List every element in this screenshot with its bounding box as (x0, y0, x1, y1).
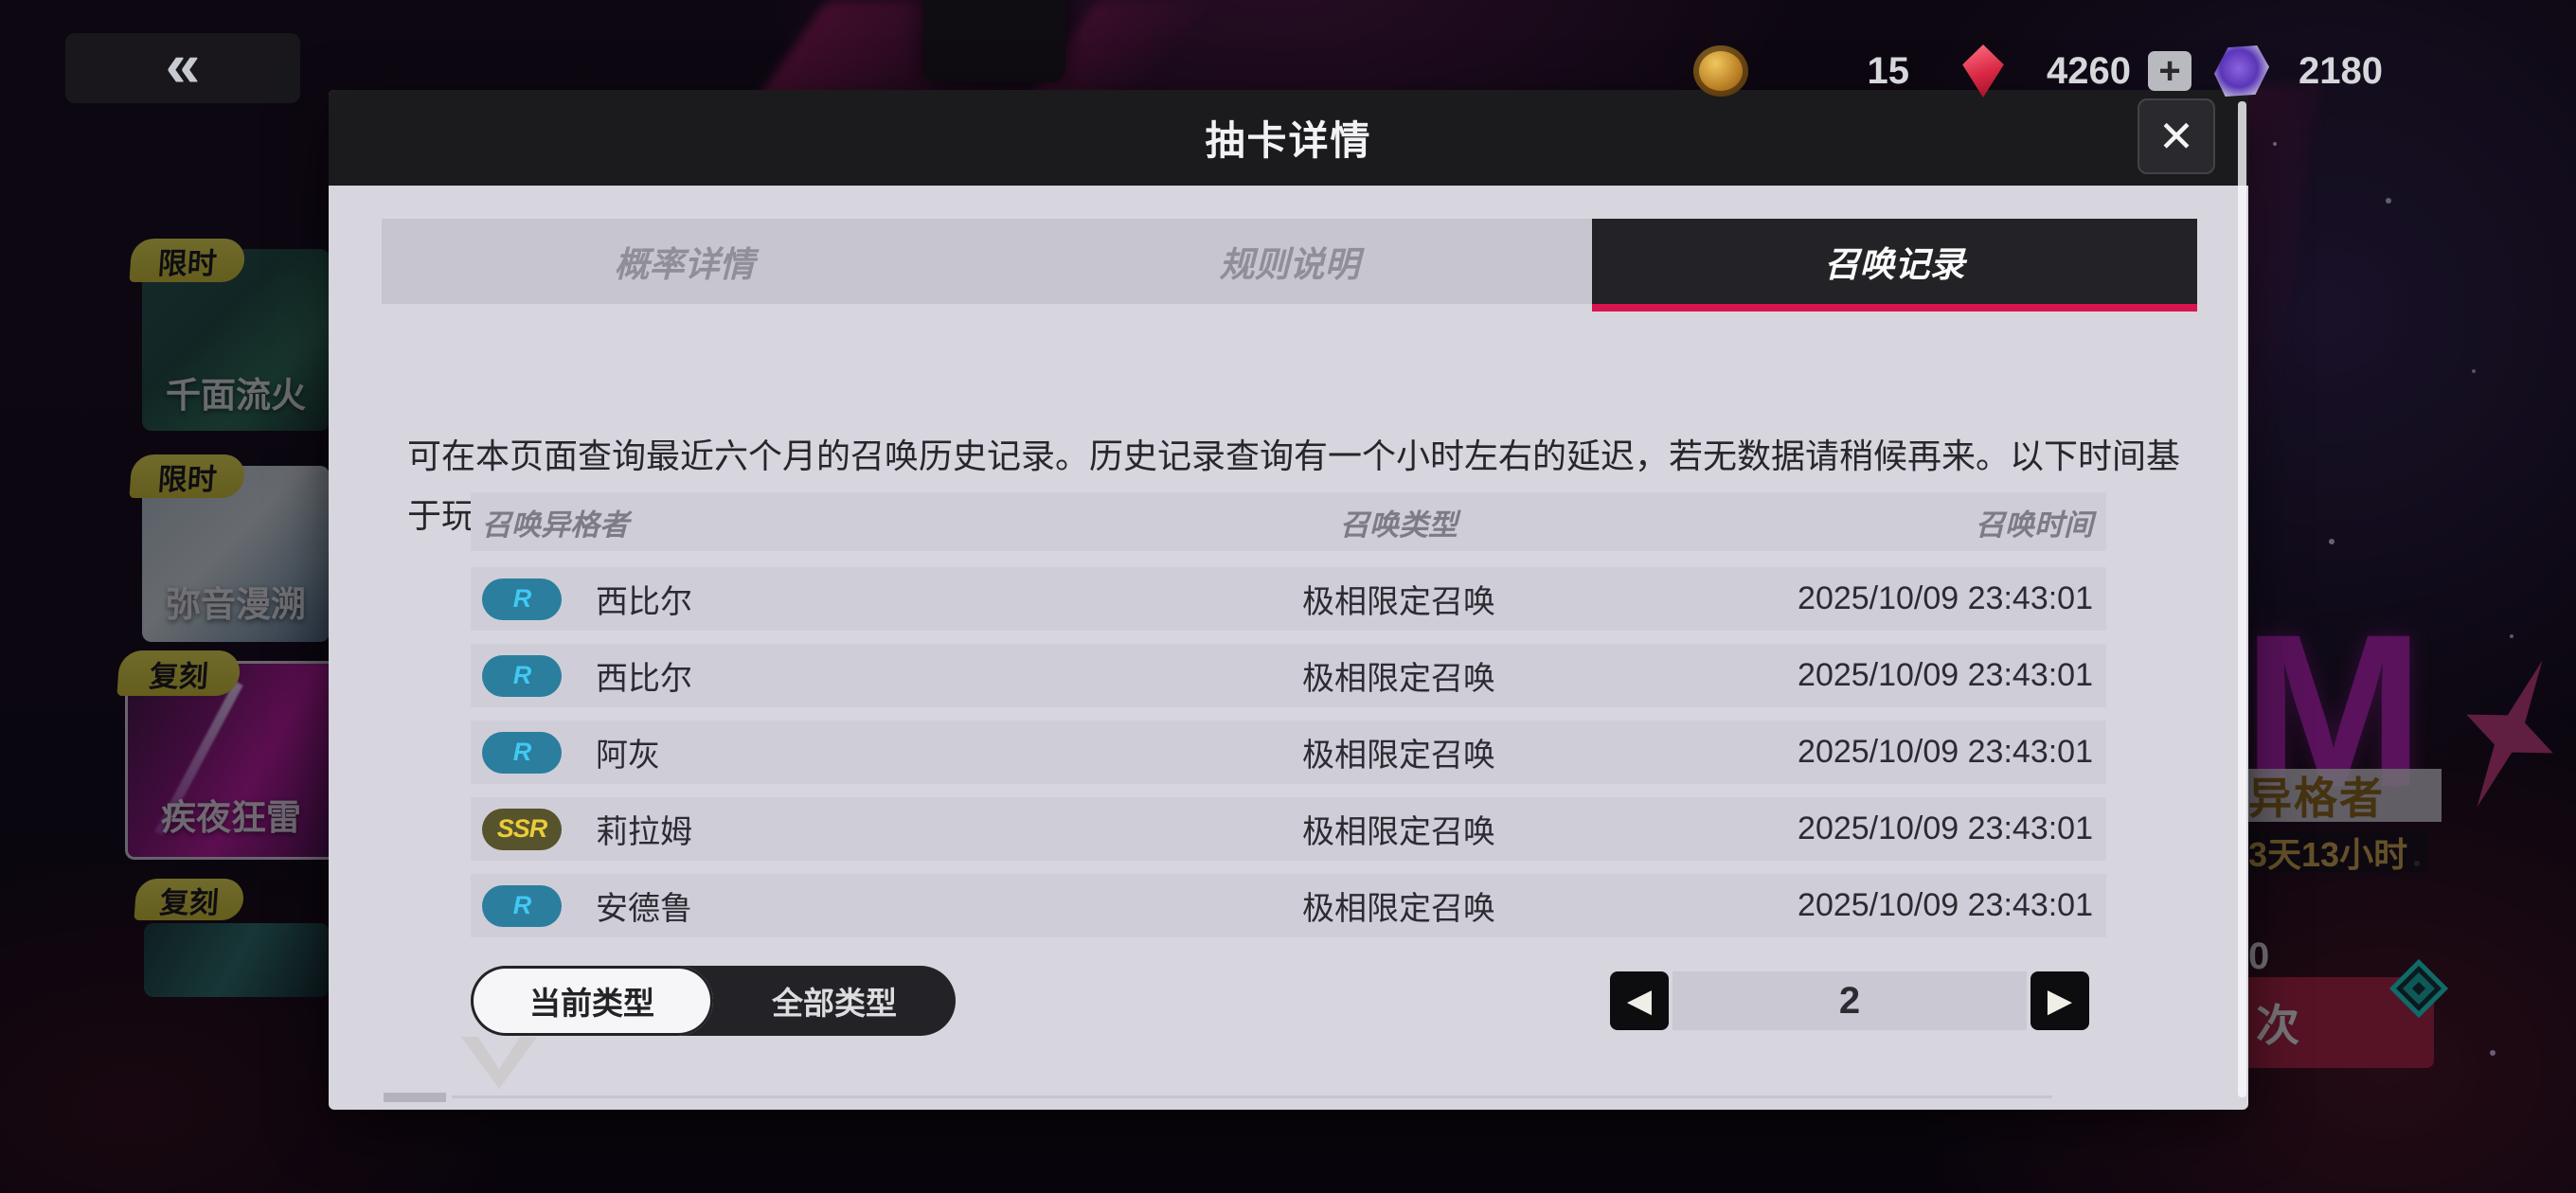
type-filter-toggle: 当前类型 全部类型 (471, 966, 956, 1036)
tab-rules[interactable]: 规则说明 (1219, 245, 1360, 284)
table-row: R 阿灰 极相限定召唤 2025/10/09 23:43:01 (471, 721, 2106, 784)
summon-type: 极相限定召唤 (1302, 738, 1495, 774)
header-summon-time: 召唤时间 (1976, 507, 2093, 542)
summon-time: 2025/10/09 23:43:01 (1798, 580, 2093, 616)
add-currency-button[interactable]: + (2148, 51, 2191, 91)
scrollbar[interactable] (2238, 101, 2246, 1097)
rarity-badge: R (482, 731, 562, 774)
watermark-line (452, 1095, 2052, 1098)
summon-time: 2025/10/09 23:43:01 (1798, 657, 2093, 693)
dialog-header (329, 90, 2248, 186)
table-row: R 安德鲁 极相限定召唤 2025/10/09 23:43:01 (471, 874, 2106, 937)
table-header-row: 召唤异格者 召唤类型 召唤时间 (471, 492, 2106, 551)
filter-all-types[interactable]: 全部类型 (772, 986, 897, 1021)
summon-time: 2025/10/09 23:43:01 (1798, 810, 2093, 846)
page-number: 2 (1673, 971, 2027, 1030)
filter-current-type[interactable]: 当前类型 (471, 966, 713, 1036)
rarity-badge: R (482, 654, 562, 697)
character-name: 西比尔 (596, 661, 692, 697)
right-arrow-icon: ▶ (2047, 983, 2073, 1019)
close-icon: ✕ (2157, 112, 2195, 161)
tab-probability-details[interactable]: 概率详情 (614, 245, 755, 284)
watermark-bar (384, 1093, 446, 1102)
summon-type: 极相限定召唤 (1302, 661, 1495, 697)
back-button[interactable]: « (65, 33, 300, 103)
header-summon-type: 召唤类型 (1340, 507, 1458, 542)
character-name: 安德鲁 (596, 891, 692, 927)
summon-type: 极相限定召唤 (1302, 814, 1495, 850)
gacha-details-dialog: 抽卡详情 ✕ 概率详情 规则说明 召唤记录 可在本页面查询最近六个月的召唤历史记… (329, 90, 2248, 1110)
next-page-button[interactable]: ▶ (2030, 971, 2089, 1030)
character-name: 西比尔 (596, 584, 692, 620)
character-name: 阿灰 (596, 738, 660, 774)
dialog-title: 抽卡详情 (1205, 118, 1372, 163)
summon-time: 2025/10/09 23:43:01 (1798, 734, 2093, 770)
tab-summon-records[interactable]: 召唤记录 (1592, 219, 2197, 312)
header-summoned-character: 召唤异格者 (482, 507, 629, 542)
summon-type: 极相限定召唤 (1302, 891, 1495, 927)
summon-type: 极相限定召唤 (1302, 584, 1495, 620)
rarity-badge: SSR (482, 808, 562, 850)
left-arrow-icon: ◀ (1626, 983, 1653, 1019)
dialog-tab-bar: 概率详情 规则说明 召唤记录 (382, 219, 2197, 312)
rarity-badge: R (482, 578, 562, 620)
table-row: R 西比尔 极相限定召唤 2025/10/09 23:43:01 (471, 567, 2106, 631)
close-button[interactable]: ✕ (2138, 98, 2215, 174)
previous-page-button[interactable]: ◀ (1610, 971, 1669, 1030)
character-name: 莉拉姆 (596, 814, 692, 850)
watermark-shape (461, 1037, 537, 1089)
summon-time: 2025/10/09 23:43:01 (1798, 887, 2093, 923)
table-row: R 西比尔 极相限定召唤 2025/10/09 23:43:01 (471, 644, 2106, 707)
pagination: ◀ 2 ▶ (1610, 966, 2089, 1036)
table-row: SSR 莉拉姆 极相限定召唤 2025/10/09 23:43:01 (471, 797, 2106, 861)
rarity-badge: R (482, 884, 562, 927)
